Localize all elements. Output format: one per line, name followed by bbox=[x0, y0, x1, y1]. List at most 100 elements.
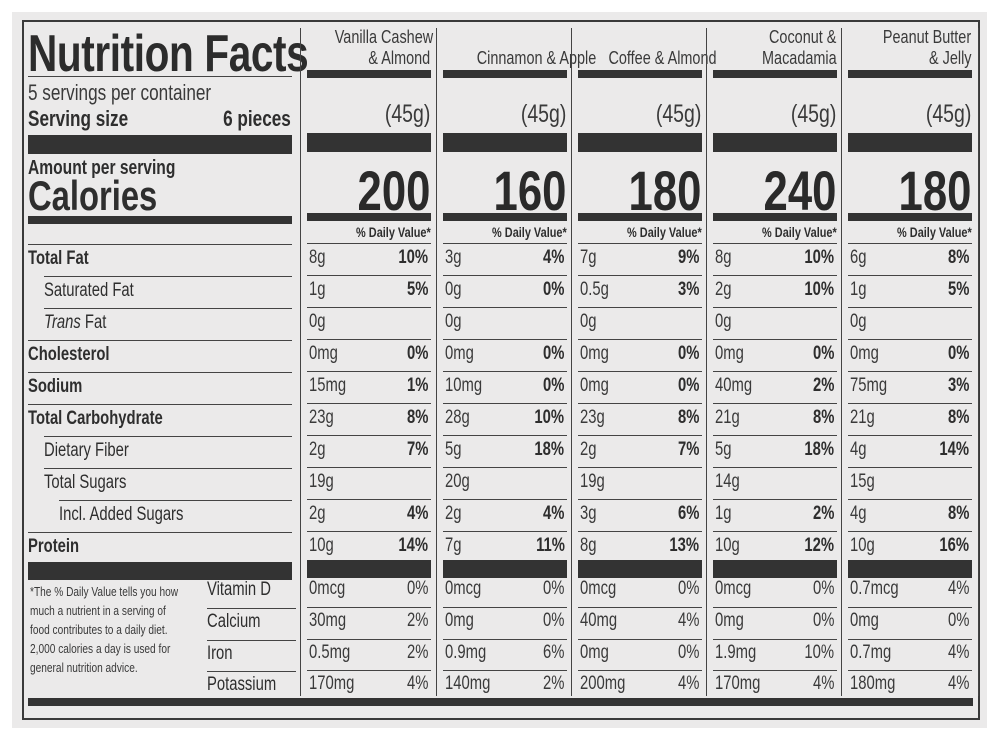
row-divider bbox=[442, 274, 567, 276]
serving-size-value: 6 pieces bbox=[222, 105, 291, 131]
nutrient-amount: 21g bbox=[714, 406, 740, 428]
vitamin-name-box: Calcium bbox=[207, 611, 302, 633]
nutrient-amount: 1g bbox=[849, 278, 866, 300]
nutrient-amount-box: 0g bbox=[445, 311, 525, 333]
amount-per-serving: Amount per serving bbox=[27, 156, 175, 179]
vitamin-amount: 0.7mg bbox=[849, 641, 891, 663]
nutrient-daily-value: 6% bbox=[678, 502, 700, 524]
column-divider bbox=[840, 27, 842, 696]
nutrient-daily-value-box: 8% bbox=[848, 247, 969, 269]
vitamin-daily-value-box: 0% bbox=[578, 578, 699, 600]
product-thick-divider bbox=[712, 132, 837, 152]
nutrient-daily-value: 9% bbox=[678, 246, 700, 268]
nutrient-amount-box: 2g bbox=[309, 503, 389, 525]
product-thick-divider bbox=[577, 132, 702, 152]
vitamin-daily-value: 4% bbox=[678, 609, 700, 631]
calories-value-box: 200 bbox=[307, 158, 431, 223]
vitamin-daily-value-box: 4% bbox=[578, 673, 699, 695]
vitamin-daily-value: 0% bbox=[813, 577, 835, 599]
vitamin-daily-value-box: 0% bbox=[848, 609, 970, 632]
nutrient-amount-box: 5g bbox=[715, 439, 795, 461]
column-divider bbox=[570, 27, 572, 696]
amount-per-serving-box: Amount per serving bbox=[28, 157, 228, 180]
vitamin-amount: 0mg bbox=[579, 641, 609, 663]
row-divider bbox=[27, 339, 292, 341]
footnote-line-box: general nutrition advice. bbox=[30, 659, 205, 678]
nutrient-daily-value-box: 10% bbox=[443, 407, 565, 429]
product-name-line1: Peanut Butter bbox=[883, 25, 972, 47]
daily-value-header: % Daily Value* bbox=[896, 223, 972, 240]
nutrient-daily-value-box: 14% bbox=[848, 439, 970, 461]
nutrient-daily-value: 3% bbox=[948, 374, 970, 396]
row-divider bbox=[847, 370, 972, 372]
vitamin-amount: 140mg bbox=[444, 672, 490, 694]
row-divider bbox=[306, 402, 431, 404]
serving-grams: (45g) bbox=[384, 99, 431, 128]
nutrient-daily-value-box: 11% bbox=[443, 535, 565, 557]
vitamin-daily-value-box: 4% bbox=[307, 673, 428, 695]
nutrient-amount-box: 2g bbox=[309, 439, 389, 461]
nutrient-name-box: Incl. Added Sugars bbox=[59, 504, 319, 526]
vitamin-amount-box: 200mg bbox=[580, 673, 670, 695]
daily-value-header-box: % Daily Value* bbox=[578, 224, 702, 242]
vitamin-amount: 0mcg bbox=[308, 577, 345, 599]
row-divider bbox=[847, 306, 972, 308]
product-thick-divider bbox=[442, 132, 567, 152]
nutrient-daily-value: 0% bbox=[678, 342, 700, 364]
product-thick-divider bbox=[847, 132, 972, 152]
nutrient-amount: 19g bbox=[308, 470, 334, 492]
product-divider bbox=[577, 69, 702, 78]
row-divider bbox=[712, 338, 837, 340]
vitamin-amount-box: 140mg bbox=[445, 673, 535, 695]
product-medium-divider bbox=[847, 212, 972, 221]
nutrient-daily-value: 14% bbox=[398, 534, 429, 556]
serving-grams: (45g) bbox=[520, 99, 567, 128]
vitamin-divider bbox=[206, 639, 296, 641]
serving-size-label-box: Serving size bbox=[28, 106, 178, 132]
vitamin-daily-value: 0% bbox=[678, 641, 700, 663]
row-divider bbox=[27, 403, 292, 405]
row-divider bbox=[442, 402, 567, 404]
nutrient-amount-box: 0g bbox=[715, 311, 795, 333]
nutrient-daily-value-box bbox=[578, 471, 700, 489]
nutrient-amount-box: 19g bbox=[309, 471, 389, 493]
vitamin-daily-value: 10% bbox=[804, 641, 835, 663]
serving-grams: (45g) bbox=[790, 99, 837, 128]
nutrient-daily-value: 8% bbox=[678, 406, 700, 428]
nutrient-amount-box: 4g bbox=[850, 439, 930, 461]
calories-label-box: Calories bbox=[28, 172, 228, 220]
row-divider bbox=[577, 498, 702, 500]
vitamin-daily-value: 0% bbox=[543, 609, 565, 631]
nutrient-amount: 1g bbox=[308, 278, 325, 300]
serving-grams: (45g) bbox=[925, 99, 972, 128]
daily-value-header-box: % Daily Value* bbox=[848, 224, 972, 242]
servings-per-container-box: 5 servings per container bbox=[28, 80, 298, 106]
column-divider bbox=[705, 27, 707, 696]
product-thick-divider-bottom bbox=[847, 559, 972, 578]
row-divider bbox=[442, 434, 567, 436]
nutrient-daily-value: 3% bbox=[678, 278, 700, 300]
serving-grams-box: (45g) bbox=[848, 100, 972, 129]
nutrient-name: Cholesterol bbox=[27, 343, 110, 365]
nutrient-daily-value-box: 0% bbox=[307, 343, 428, 365]
vitamin-daily-value-box: 4% bbox=[848, 642, 969, 664]
nutrient-amount-box: 0g bbox=[580, 311, 660, 333]
vitamin-name: Calcium bbox=[206, 610, 261, 632]
row-divider bbox=[712, 498, 837, 500]
footnote-line-box: much a nutrient in a serving of bbox=[30, 602, 205, 621]
vitamin-amount-box: 0mg bbox=[850, 610, 940, 632]
nutrient-daily-value-box: 10% bbox=[713, 279, 835, 301]
product-thick-divider-bottom bbox=[306, 559, 431, 578]
product-name-line2: Cinnamon & Apple bbox=[476, 46, 596, 68]
product-name-line2: & Almond bbox=[368, 46, 431, 68]
calories-value: 180 bbox=[628, 158, 702, 222]
thick-divider-bottom bbox=[27, 561, 292, 580]
vitamin-daily-value-box: 2% bbox=[443, 673, 564, 695]
nutrient-amount-box: 14g bbox=[715, 471, 795, 493]
vitamin-daily-value: 0% bbox=[948, 609, 970, 631]
nutrient-daily-value-box bbox=[578, 311, 700, 329]
row-divider bbox=[306, 434, 431, 436]
serving-grams-box: (45g) bbox=[443, 100, 567, 129]
row-divider bbox=[306, 370, 431, 372]
nutrient-amount-box: 8g bbox=[715, 247, 795, 269]
